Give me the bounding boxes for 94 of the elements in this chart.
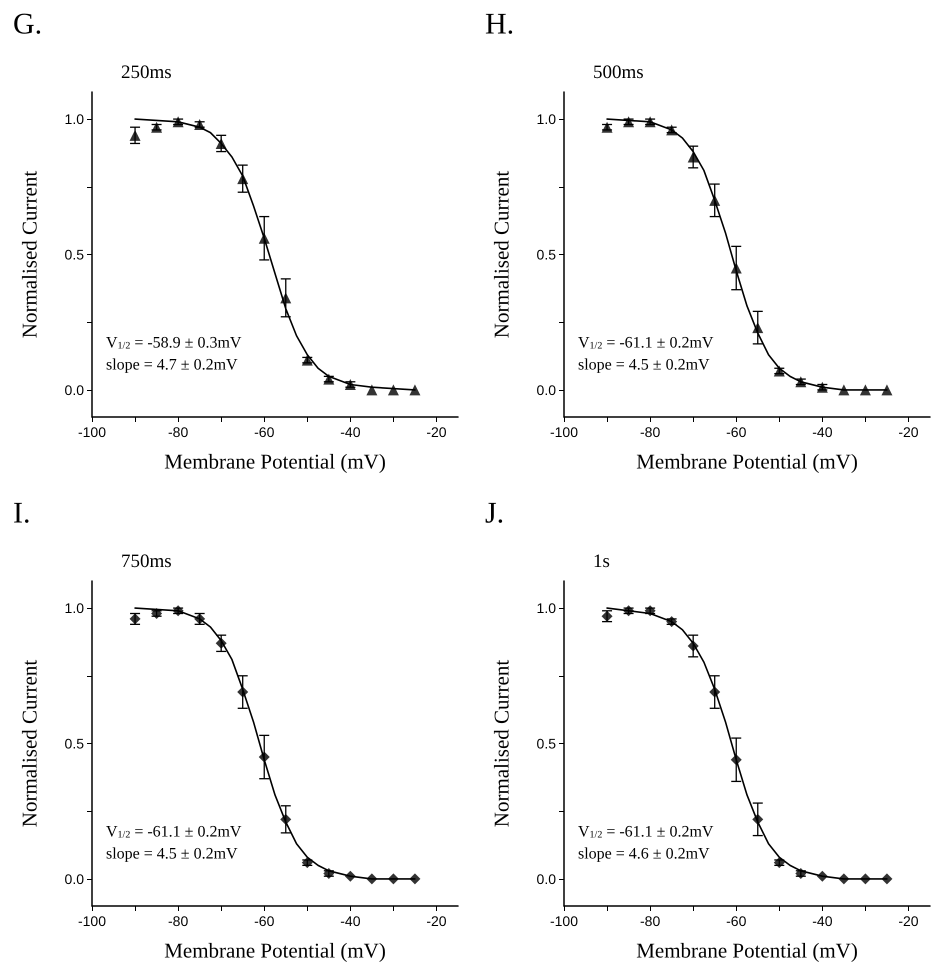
point — [688, 152, 699, 162]
point — [860, 873, 871, 884]
point — [366, 873, 378, 884]
annotation: slope = 4.5 ± 0.2mV — [106, 846, 238, 862]
x-axis-title: Membrane Potential (mV) — [164, 938, 386, 962]
x-tick-label: -40 — [340, 913, 361, 929]
x-tick-label: -60 — [726, 913, 747, 929]
x-tick-label: -40 — [340, 424, 361, 440]
y-tick-label: 1.0 — [64, 600, 84, 616]
y-tick-label: 1.0 — [64, 111, 84, 128]
point — [709, 194, 720, 206]
point — [752, 322, 764, 334]
y-tick-label: 1.0 — [536, 111, 556, 128]
x-tick-label: -60 — [254, 913, 275, 929]
chart-subtitle: 750ms — [121, 551, 172, 572]
x-tick-label: -20 — [426, 424, 447, 440]
point — [366, 384, 378, 396]
point — [752, 814, 764, 825]
point — [258, 232, 270, 244]
point — [237, 173, 248, 184]
chart-title: H. — [485, 8, 514, 40]
x-tick-label: -80 — [168, 424, 188, 440]
x-tick-label: -20 — [898, 424, 919, 440]
y-axis-title: Normalised Current — [490, 660, 514, 828]
point — [130, 130, 141, 141]
point — [280, 292, 292, 304]
point — [666, 124, 678, 136]
point — [216, 638, 227, 649]
chart-title: J. — [485, 496, 504, 530]
annotation: slope = 4.5 ± 0.2mV — [578, 356, 710, 374]
x-tick-label: -100 — [550, 424, 578, 440]
point — [730, 262, 742, 274]
point — [730, 754, 742, 766]
chart-subtitle: 250ms — [121, 62, 172, 83]
point — [216, 138, 227, 149]
point — [237, 686, 248, 698]
y-axis-title: Normalised Current — [18, 660, 42, 828]
point — [838, 384, 850, 396]
chart-title: I. — [13, 496, 30, 530]
annotation: V1/2 = -58.9 ± 0.3mV — [106, 334, 242, 352]
point — [881, 873, 892, 884]
x-axis-title: Membrane Potential (mV) — [164, 450, 386, 474]
y-tick-label: 1.0 — [536, 600, 556, 616]
annotation: V1/2 = -61.1 ± 0.2mV — [578, 334, 714, 352]
point — [838, 873, 850, 884]
y-axis-title: Normalised Current — [18, 170, 42, 338]
point — [409, 384, 420, 396]
point — [302, 354, 313, 366]
y-tick-label: 0.0 — [536, 870, 556, 887]
point — [388, 384, 399, 396]
chart-title: G. — [13, 8, 42, 40]
x-tick-label: -80 — [640, 913, 660, 929]
x-tick-label: -100 — [550, 913, 578, 929]
annotation: slope = 4.7 ± 0.2mV — [106, 356, 238, 374]
x-tick-label: -80 — [168, 913, 188, 929]
annotation: V1/2 = -61.1 ± 0.2mV — [578, 824, 714, 840]
point — [816, 870, 828, 882]
x-tick-label: -60 — [726, 424, 747, 440]
point — [709, 686, 720, 698]
x-tick-label: -20 — [898, 913, 919, 929]
y-tick-label: 0.0 — [64, 870, 84, 887]
point — [860, 384, 871, 396]
y-tick-label: 0.0 — [64, 382, 84, 398]
point — [881, 384, 892, 396]
chart-subtitle: 500ms — [593, 62, 644, 83]
y-axis-title: Normalised Current — [490, 170, 514, 338]
point — [409, 873, 420, 884]
point — [280, 814, 292, 825]
point — [323, 374, 334, 385]
x-tick-label: -20 — [426, 913, 447, 929]
y-tick-label: 0.5 — [64, 246, 84, 262]
point — [194, 119, 206, 130]
annotation: V1/2 = -61.1 ± 0.2mV — [106, 824, 242, 840]
x-tick-label: -40 — [812, 424, 833, 440]
point — [258, 752, 270, 763]
annotation: slope = 4.6 ± 0.2mV — [578, 846, 710, 862]
x-axis-title: Membrane Potential (mV) — [636, 938, 858, 962]
y-tick-label: 0.5 — [536, 246, 556, 262]
x-tick-label: -100 — [78, 913, 106, 929]
point — [774, 365, 785, 376]
x-tick-label: -80 — [640, 424, 660, 440]
x-axis-title: Membrane Potential (mV) — [636, 450, 858, 474]
point — [344, 870, 356, 882]
y-tick-label: 0.0 — [536, 382, 556, 398]
x-tick-label: -60 — [254, 424, 275, 440]
point — [666, 616, 678, 628]
point — [151, 608, 162, 619]
x-tick-label: -100 — [78, 424, 106, 440]
y-tick-label: 0.5 — [536, 736, 556, 752]
point — [688, 640, 699, 652]
chart-subtitle: 1s — [593, 551, 610, 572]
x-tick-label: -40 — [812, 913, 833, 929]
point — [388, 873, 399, 884]
y-tick-label: 0.5 — [64, 736, 84, 752]
